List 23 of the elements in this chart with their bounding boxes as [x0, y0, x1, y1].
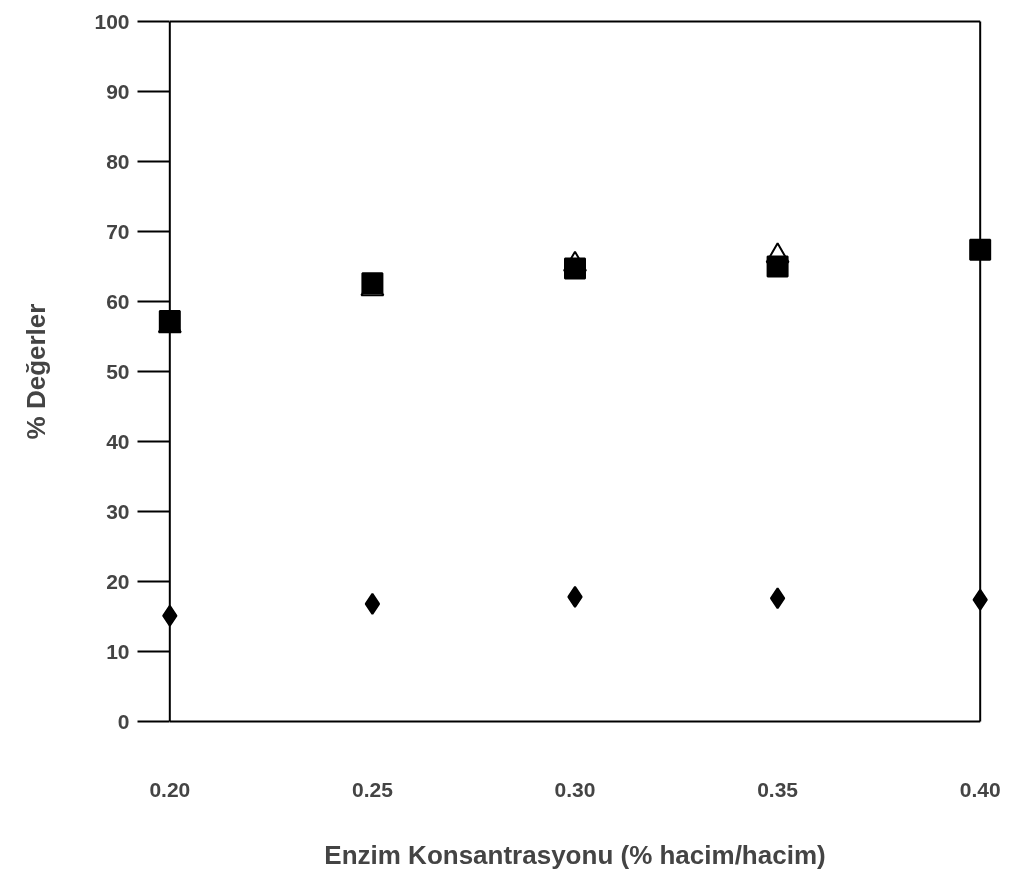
- y-tick-label: 0: [117, 709, 130, 733]
- y-tick-label: 60: [106, 289, 130, 313]
- y-tick-label: 100: [94, 9, 130, 33]
- y-tick-label: 50: [106, 359, 130, 383]
- x-tick-label: 0.30: [554, 777, 596, 801]
- y-tick-label: 80: [106, 149, 130, 173]
- point: [969, 238, 992, 261]
- x-tick-label: 0.20: [149, 777, 191, 801]
- y-tick-label: 20: [106, 569, 130, 593]
- y-tick-label: 30: [106, 499, 130, 523]
- y-tick-label: 40: [106, 429, 130, 453]
- x-tick-label: 0.40: [959, 777, 1001, 801]
- x-tick-label: 0.35: [757, 777, 799, 801]
- y-tick-label: 10: [106, 639, 130, 663]
- point: [769, 587, 786, 610]
- y-axis-title: % Değerler: [21, 303, 52, 440]
- x-tick-label: 0.25: [351, 777, 394, 801]
- point: [766, 255, 789, 278]
- point: [564, 257, 586, 280]
- x-axis-title: Enzim Konsantrasyonu (% hacim/hacim): [324, 839, 826, 870]
- y-tick-label: 70: [106, 219, 130, 243]
- y-tick-label: 90: [106, 79, 130, 103]
- point: [364, 592, 381, 615]
